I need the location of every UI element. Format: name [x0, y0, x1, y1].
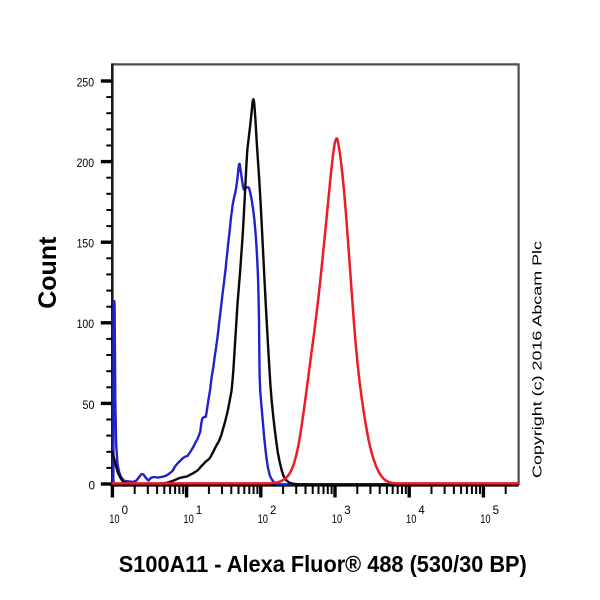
svg-text:150: 150	[77, 237, 95, 251]
svg-text:10: 10	[332, 512, 343, 526]
svg-text:10: 10	[183, 512, 194, 526]
svg-text:1: 1	[196, 505, 202, 517]
svg-text:10: 10	[406, 512, 417, 526]
svg-text:100: 100	[77, 317, 95, 331]
svg-text:250: 250	[77, 75, 95, 89]
svg-text:10: 10	[480, 512, 491, 526]
svg-text:Count: Count	[34, 236, 62, 309]
svg-text:50: 50	[83, 398, 95, 412]
svg-text:10: 10	[109, 512, 120, 526]
svg-text:0: 0	[122, 505, 128, 517]
svg-text:3: 3	[344, 505, 350, 517]
svg-text:2: 2	[270, 505, 276, 517]
svg-text:5: 5	[493, 505, 499, 517]
svg-text:S100A11 - Alexa Fluor® 488 (53: S100A11 - Alexa Fluor® 488 (530/30 BP)	[119, 551, 527, 577]
svg-text:10: 10	[258, 512, 269, 526]
svg-text:0: 0	[89, 478, 96, 492]
svg-text:200: 200	[77, 156, 95, 170]
svg-text:4: 4	[418, 505, 425, 517]
svg-text:Copyright (c) 2016 Abcam Plc: Copyright (c) 2016 Abcam Plc	[530, 241, 544, 478]
